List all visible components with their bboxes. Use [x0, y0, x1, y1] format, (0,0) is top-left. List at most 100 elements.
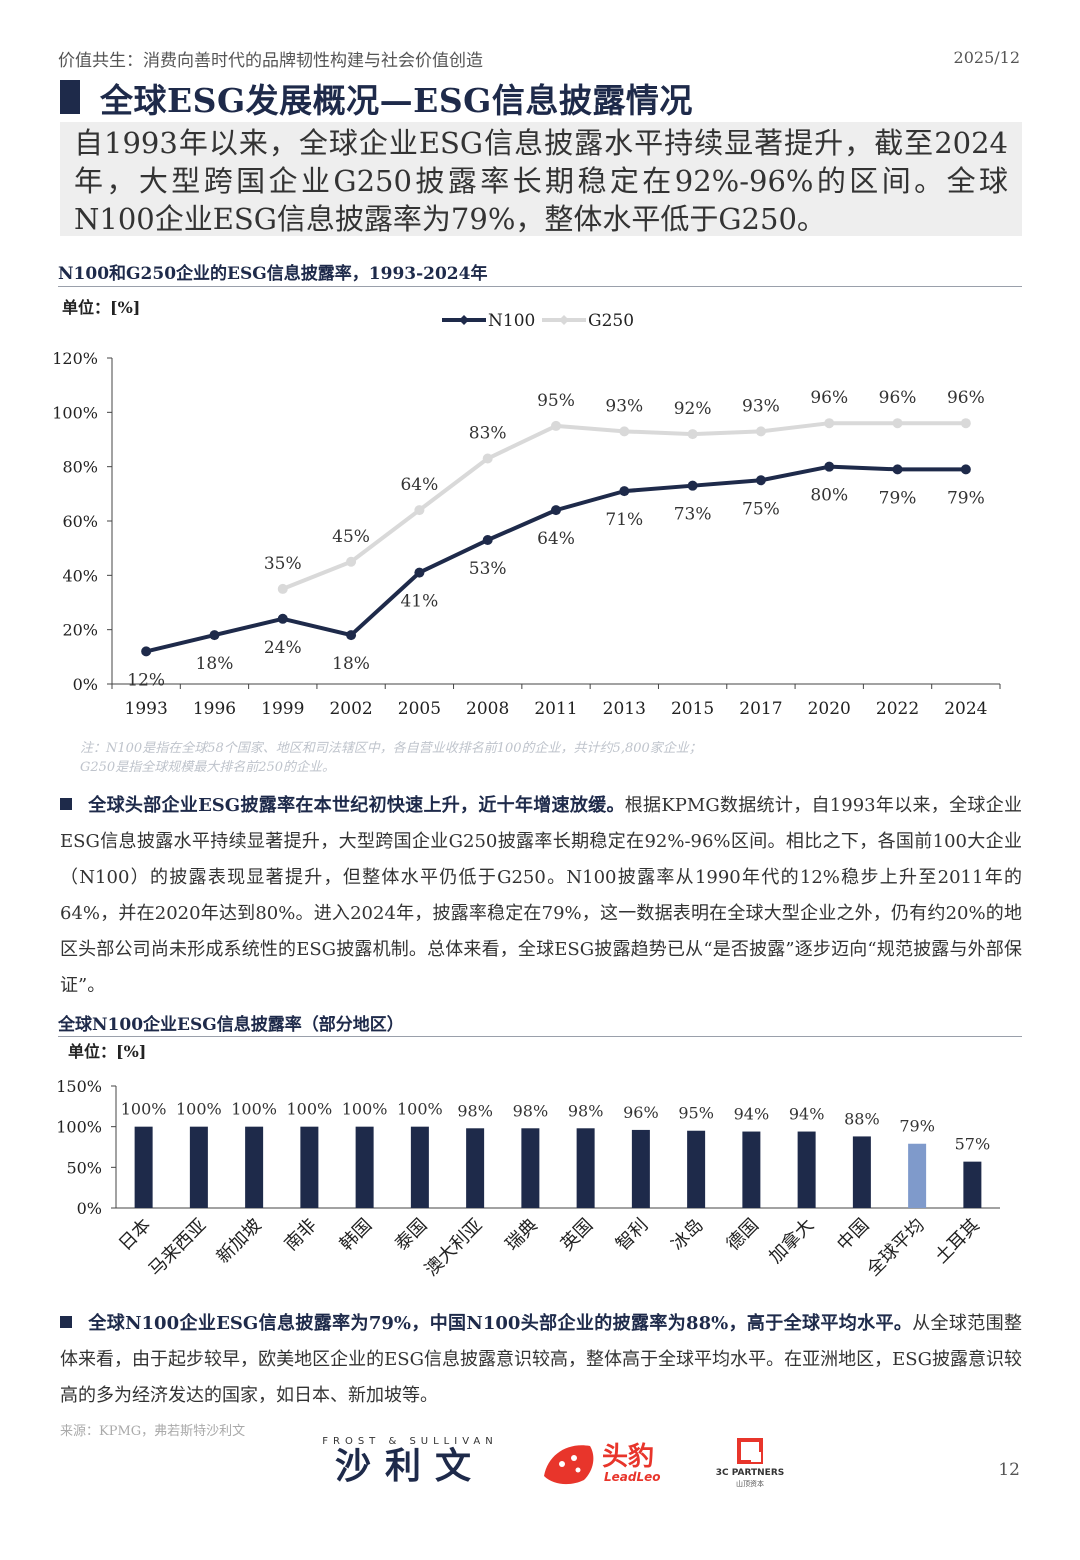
bar [300, 1126, 319, 1208]
data-label-g250: 95% [537, 391, 575, 411]
x-tick-label: 2020 [808, 699, 851, 719]
page-title: 全球ESG发展概况—ESG信息披露情况 [100, 81, 693, 120]
data-point-n100 [551, 505, 561, 516]
leadleo-logo-en: LeadLeo [604, 1470, 661, 1484]
data-point-g250 [892, 418, 903, 429]
chart1-note-line2: G250是指全球规模最大排名前250的企业。 [80, 760, 336, 775]
x-tick-label: 中国 [833, 1215, 873, 1255]
bar-value-label: 100% [176, 1100, 222, 1119]
chart1-unit: 单位：[%] [62, 298, 141, 317]
x-tick-label: 加拿大 [764, 1214, 818, 1268]
bar [134, 1126, 153, 1208]
x-tick-label: 2011 [534, 699, 577, 719]
data-point-g250 [277, 583, 288, 594]
data-label-n100: 79% [947, 488, 985, 508]
data-point-g250 [619, 426, 630, 437]
bar-value-label: 98% [568, 1101, 604, 1120]
chart2-title: 全球N100企业ESG信息披露率（部分地区） [58, 1015, 404, 1035]
y-tick-label: 100% [56, 1118, 102, 1137]
paragraph-1-body: 根据KPMG数据统计，自1993年以来，全球企业ESG信息披露水平持续显著提升，… [60, 795, 1022, 996]
bar [245, 1126, 264, 1208]
legend-marker-g250 [559, 315, 569, 325]
y-tick-label: 100% [52, 403, 98, 422]
data-point-g250 [755, 426, 766, 437]
x-tick-label: 德国 [723, 1215, 763, 1255]
paragraph-2-lead: 全球N100企业ESG信息披露率为79%，中国N100头部企业的披露率为88%，… [88, 1313, 913, 1334]
paragraph-2: 全球N100企业ESG信息披露率为79%，中国N100头部企业的披露率为88%，… [60, 1306, 1022, 1414]
data-label-g250: 64% [400, 475, 438, 495]
data-point-n100 [755, 475, 766, 486]
x-tick-label: 智利 [612, 1215, 652, 1255]
data-point-n100 [277, 613, 288, 624]
paragraph-1-lead: 全球头部企业ESG披露率在本世纪初快速上升，近十年增速放缓。 [88, 795, 625, 816]
chart1-divider [58, 286, 1022, 287]
x-tick-label: 英国 [557, 1215, 597, 1255]
data-label-n100: 75% [742, 499, 780, 519]
bullet-square-icon [60, 1316, 72, 1328]
x-tick-label: 2002 [329, 699, 372, 719]
y-tick-label: 40% [62, 566, 98, 585]
bar-value-label: 100% [231, 1100, 277, 1119]
x-tick-label: 泰国 [391, 1215, 431, 1255]
data-label-n100: 64% [537, 529, 575, 549]
bar [355, 1126, 374, 1208]
data-label-g250: 96% [879, 388, 917, 408]
x-tick-label: 2008 [466, 699, 509, 719]
3c-partners-logo-cn: 山顶资本 [736, 1480, 764, 1488]
bar [852, 1136, 871, 1208]
data-label-n100: 71% [605, 510, 643, 530]
bar [576, 1128, 595, 1208]
x-tick-label: 新加坡 [213, 1215, 266, 1268]
data-point-g250 [346, 556, 357, 567]
report-title: 价值共生：消费向善时代的品牌韧性构建与社会价值创造 [58, 51, 483, 71]
series-line-g250 [282, 421, 966, 591]
x-tick-label: 2022 [876, 699, 919, 719]
bar-value-label: 100% [121, 1100, 167, 1119]
data-point-n100 [482, 535, 493, 546]
frost-sullivan-logo-en: FROST & SULLIVAN [322, 1436, 498, 1447]
data-label-n100: 41% [400, 592, 438, 612]
data-point-n100 [960, 464, 971, 475]
x-tick-label: 2015 [671, 699, 714, 719]
data-point-g250 [960, 418, 971, 429]
frost-sullivan-logo: FROST & SULLIVAN 沙利文 [312, 1436, 508, 1487]
bar [963, 1161, 982, 1208]
frost-sullivan-logo-cn: 沙利文 [334, 1446, 485, 1487]
bar-value-label: 100% [397, 1100, 443, 1119]
bar-value-label: 98% [513, 1101, 549, 1120]
x-tick-label: 2005 [398, 699, 441, 719]
chart1-note-line1: 注：N100是指在全球58个国家、地区和司法辖区中，各自营业收排名前100的企业… [80, 741, 702, 756]
bar [521, 1128, 540, 1208]
x-tick-label: 1996 [193, 699, 236, 719]
leadleo-logo-cn: 头豹 [602, 1442, 655, 1472]
data-label-g250: 96% [947, 388, 985, 408]
chart1-title: N100和G250企业的ESG信息披露率，1993-2024年 [58, 264, 488, 284]
data-point-n100 [687, 480, 698, 491]
bar [742, 1131, 761, 1208]
chart2-divider [58, 1036, 1022, 1037]
bar [908, 1143, 927, 1208]
y-tick-label: 0% [73, 675, 98, 694]
chart2-unit: 单位：[%] [68, 1042, 147, 1061]
data-label-n100: 24% [264, 638, 302, 658]
bar-value-label: 57% [955, 1135, 991, 1154]
paragraph-2-body: 从全球范围整体来看，由于起步较早，欧美地区企业的ESG信息披露意识较高，整体高于… [60, 1313, 1022, 1406]
data-point-g250 [482, 453, 493, 464]
data-label-g250: 45% [332, 527, 370, 547]
x-tick-label: 土耳其 [931, 1215, 984, 1268]
x-tick-label: 2013 [603, 699, 646, 719]
leopard-icon [544, 1445, 594, 1485]
legend-marker-n100 [459, 315, 469, 325]
leadleo-logo: 头豹 LeadLeo [540, 1436, 680, 1488]
x-tick-label: 马来西亚 [145, 1215, 211, 1281]
data-label-n100: 79% [879, 488, 917, 508]
y-tick-label: 0% [77, 1199, 102, 1218]
data-point-n100 [619, 486, 630, 497]
data-label-n100: 12% [127, 670, 165, 690]
chart1-note: 注：N100是指在全球58个国家、地区和司法辖区中，各自营业收排名前100的企业… [80, 739, 980, 777]
bar [189, 1126, 208, 1208]
data-point-n100 [346, 630, 357, 641]
3c-partners-logo: 3C PARTNERS 山顶资本 [710, 1438, 790, 1489]
data-label-n100: 53% [469, 559, 507, 579]
data-point-n100 [209, 630, 220, 641]
